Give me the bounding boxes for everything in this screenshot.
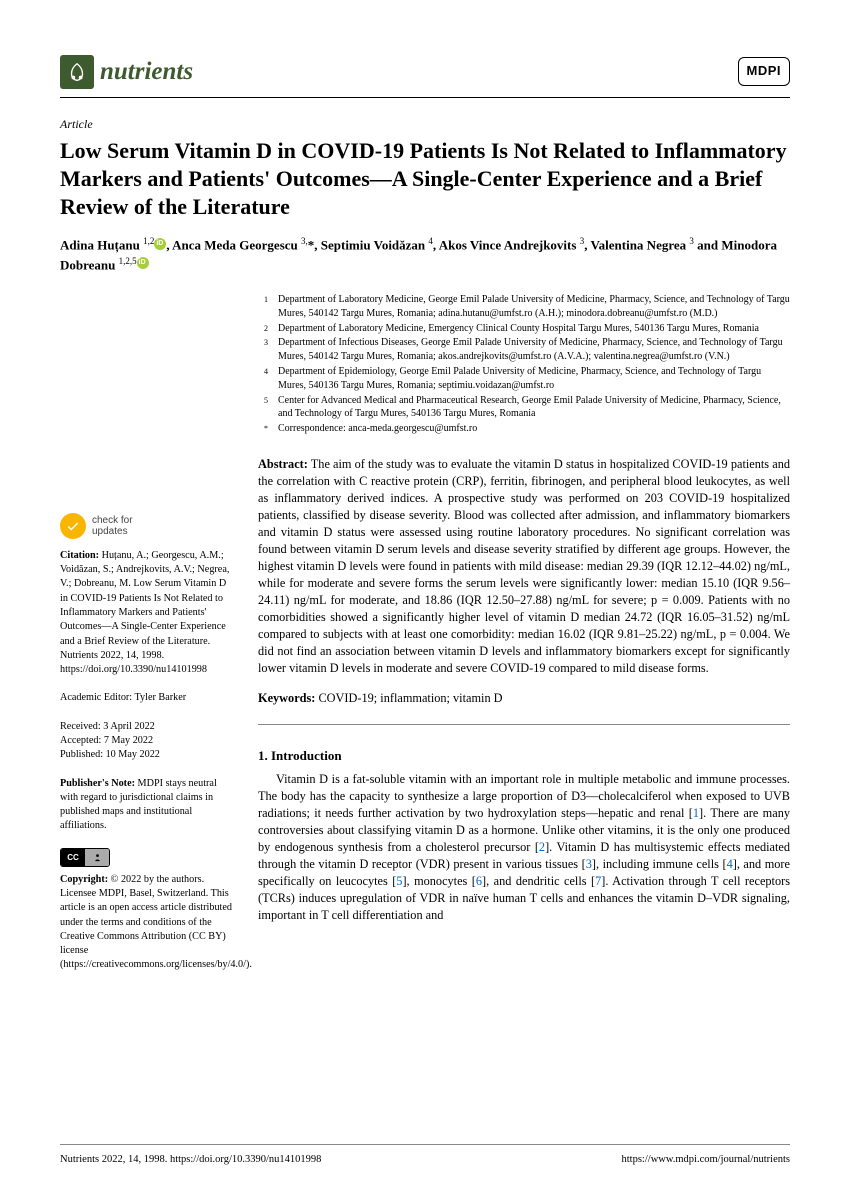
affiliation-num: 2: [258, 322, 268, 336]
affiliation-row: 2 Department of Laboratory Medicine, Emer…: [258, 322, 790, 336]
intro-paragraph: Vitamin D is a fat-soluble vitamin with …: [258, 771, 790, 924]
abstract-label: Abstract:: [258, 457, 308, 471]
affiliation-text: Correspondence: anca-meda.georgescu@umfs…: [278, 422, 790, 436]
affiliation-text: Department of Epidemiology, George Emil …: [278, 365, 790, 393]
editor-label: Academic Editor:: [60, 692, 132, 703]
citation-block: Citation: Huțanu, A.; Georgescu, A.M.; V…: [60, 549, 232, 678]
citation-label: Citation:: [60, 550, 99, 561]
keywords-text: COVID-19; inflammation; vitamin D: [318, 691, 502, 705]
affiliation-num: *: [258, 422, 268, 436]
received-date: Received: 3 April 2022: [60, 720, 232, 734]
affiliation-num: 5: [258, 394, 268, 422]
affiliation-row: 4 Department of Epidemiology, George Emil…: [258, 365, 790, 393]
publisher-note: Publisher's Note: MDPI stays neutral wit…: [60, 777, 232, 834]
journal-name: nutrients: [100, 54, 193, 89]
affiliation-row: 1 Department of Laboratory Medicine, Geor…: [258, 293, 790, 321]
accepted-date: Accepted: 7 May 2022: [60, 734, 232, 748]
abstract-block: Abstract: The aim of the study was to ev…: [258, 456, 790, 677]
cc-badge-icon[interactable]: CC: [60, 848, 110, 867]
affiliations-list: 1 Department of Laboratory Medicine, Geor…: [258, 293, 790, 436]
affiliation-num: 1: [258, 293, 268, 321]
affiliation-text: Department of Laboratory Medicine, Georg…: [278, 293, 790, 321]
authors-line: Adina Huțanu 1,2, Anca Meda Georgescu 3,…: [60, 235, 790, 275]
affiliation-row: * Correspondence: anca-meda.georgescu@umf…: [258, 422, 790, 436]
copyright-label: Copyright:: [60, 874, 108, 885]
affiliation-row: 3 Department of Infectious Diseases, Geor…: [258, 336, 790, 364]
page-footer: Nutrients 2022, 14, 1998. https://doi.or…: [60, 1144, 790, 1168]
license-block: CC Copyright: © 2022 by the authors. Lic…: [60, 848, 232, 973]
affiliation-num: 3: [258, 336, 268, 364]
abstract-text: The aim of the study was to evaluate the…: [258, 457, 790, 675]
publisher-badge[interactable]: MDPI: [738, 57, 791, 85]
editor-block: Academic Editor: Tyler Barker: [60, 691, 232, 705]
article-title: Low Serum Vitamin D in COVID-19 Patients…: [60, 137, 790, 221]
copyright-text: © 2022 by the authors. Licensee MDPI, Ba…: [60, 874, 252, 971]
check-updates-link[interactable]: check for updates: [60, 513, 232, 539]
article-type: Article: [60, 116, 790, 133]
journal-logo: nutrients: [60, 54, 193, 89]
dates-block: Received: 3 April 2022 Accepted: 7 May 2…: [60, 720, 232, 763]
footer-right[interactable]: https://www.mdpi.com/journal/nutrients: [622, 1153, 790, 1168]
check-updates-icon: [60, 513, 86, 539]
section-heading: 1. Introduction: [258, 747, 790, 765]
pubnote-label: Publisher's Note:: [60, 778, 135, 789]
published-date: Published: 10 May 2022: [60, 748, 232, 762]
header-bar: nutrients MDPI: [60, 54, 790, 98]
sidebar: check for updates Citation: Huțanu, A.; …: [60, 293, 232, 987]
editor-name: Tyler Barker: [135, 692, 187, 703]
keywords-block: Keywords: COVID-19; inflammation; vitami…: [258, 690, 790, 724]
citation-text: Huțanu, A.; Georgescu, A.M.; Voidăzan, S…: [60, 550, 229, 675]
main-column: 1 Department of Laboratory Medicine, Geor…: [258, 293, 790, 987]
affiliation-row: 5 Center for Advanced Medical and Pharmac…: [258, 394, 790, 422]
keywords-label: Keywords:: [258, 691, 315, 705]
journal-logo-icon: [60, 55, 94, 89]
footer-left: Nutrients 2022, 14, 1998. https://doi.or…: [60, 1153, 321, 1168]
check-updates-label: check for updates: [92, 515, 133, 537]
affiliation-text: Center for Advanced Medical and Pharmace…: [278, 394, 790, 422]
affiliation-text: Department of Laboratory Medicine, Emerg…: [278, 322, 790, 336]
affiliation-text: Department of Infectious Diseases, Georg…: [278, 336, 790, 364]
affiliation-num: 4: [258, 365, 268, 393]
